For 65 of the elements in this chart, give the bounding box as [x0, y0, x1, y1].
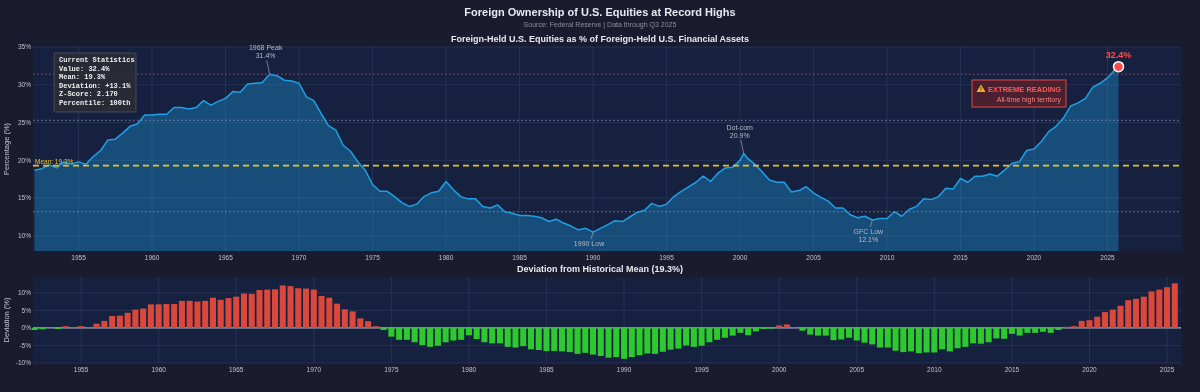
- data-label: 32.4%: [1105, 49, 1132, 60]
- chart-title: Deviation from Historical Mean (19.3%): [516, 264, 684, 274]
- bar: [1001, 327, 1008, 339]
- bar: [1039, 327, 1046, 332]
- bar: [496, 327, 503, 344]
- bar: [877, 327, 884, 348]
- bar: [628, 327, 635, 358]
- bar: [310, 289, 317, 328]
- bar: [946, 327, 953, 352]
- bar: [489, 327, 496, 344]
- bar: [396, 327, 403, 340]
- bar: [458, 327, 465, 340]
- bar: [721, 327, 728, 338]
- bar: [1171, 283, 1178, 328]
- bar: [334, 303, 341, 328]
- bar: [659, 327, 666, 352]
- bar: [233, 296, 240, 328]
- bar: [427, 327, 434, 347]
- text: Foreign-Held U.S. Equities as % of Foreign-Held U.S. Financial Assets: [450, 34, 750, 44]
- bar: [240, 293, 248, 328]
- bar: [884, 327, 891, 348]
- bar: [970, 327, 977, 344]
- bar: [178, 300, 185, 328]
- bar: [597, 327, 604, 356]
- bar: [939, 327, 946, 350]
- bar: [140, 308, 147, 328]
- bar: [147, 304, 154, 328]
- bar: [527, 327, 535, 350]
- bar: [590, 327, 597, 355]
- bar: [171, 304, 178, 328]
- bar: [783, 324, 790, 328]
- bar: [1164, 287, 1171, 328]
- bar: [465, 327, 472, 336]
- bar: [814, 327, 822, 336]
- bar: [341, 309, 348, 328]
- bar: [403, 327, 410, 340]
- bar: [745, 327, 752, 336]
- bar: [776, 325, 783, 328]
- bar: [807, 327, 814, 335]
- bar: [908, 327, 915, 352]
- bar: [714, 327, 721, 340]
- bar: [845, 327, 853, 338]
- bar: [434, 327, 441, 346]
- bar: [1032, 327, 1039, 333]
- bar: [365, 321, 372, 328]
- bar: [915, 327, 922, 354]
- bar: [1094, 316, 1101, 328]
- bar: [209, 297, 216, 328]
- bar: [799, 327, 806, 331]
- bar: [683, 327, 690, 346]
- bar: [1008, 327, 1015, 334]
- bar: [202, 300, 209, 328]
- bar: [303, 288, 310, 328]
- chart-title: Foreign Ownership of U.S. Equities at Record Highs: [464, 6, 736, 18]
- bar: [977, 327, 984, 344]
- bar: [621, 327, 628, 359]
- bar: [690, 327, 697, 347]
- bar: [271, 289, 279, 328]
- bar: [558, 327, 566, 352]
- bar: [652, 327, 659, 354]
- bar: [1101, 312, 1109, 328]
- bar: [109, 315, 116, 328]
- bar: [1132, 298, 1140, 328]
- bar: [116, 315, 123, 328]
- bar: [520, 327, 527, 347]
